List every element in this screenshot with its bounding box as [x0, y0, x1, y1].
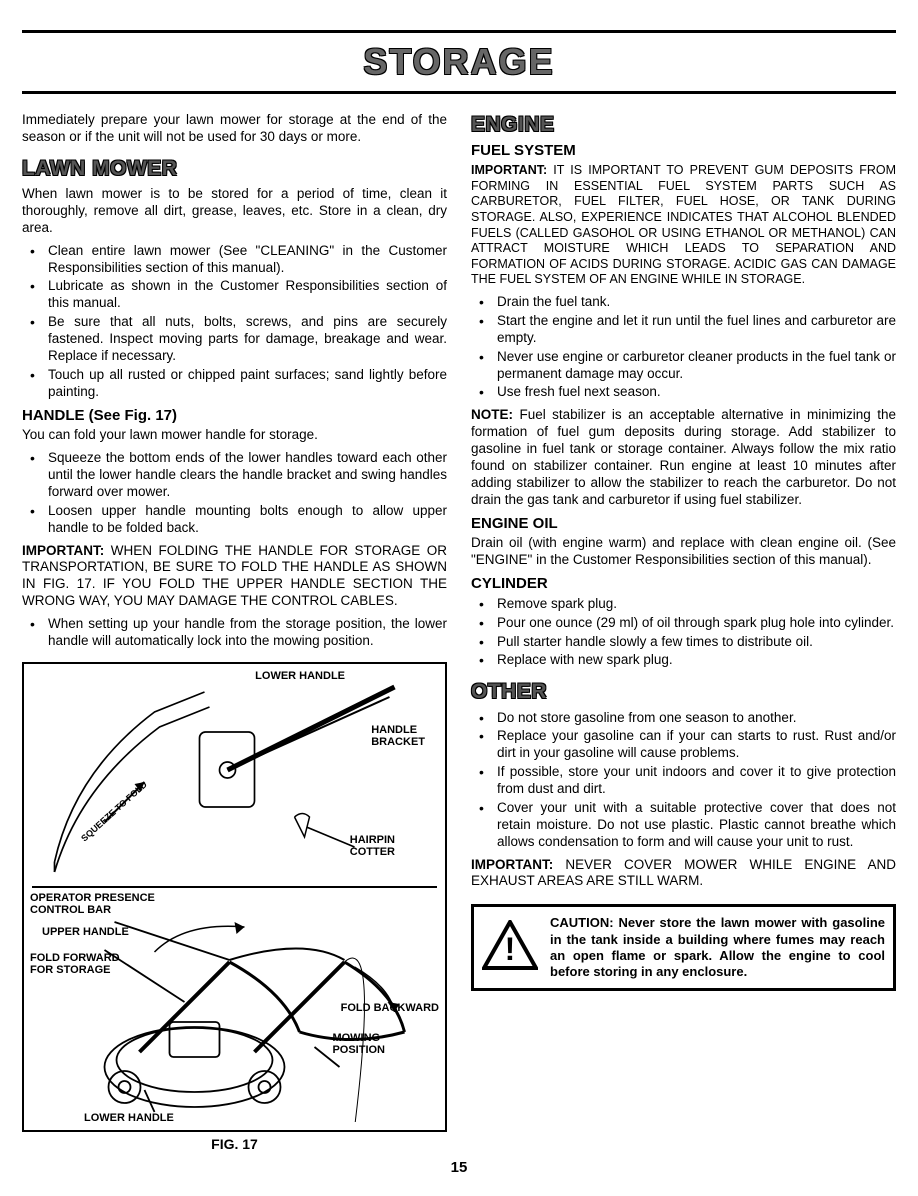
fig-lower-handle-bottom: LOWER HANDLE [84, 1112, 174, 1124]
handle-intro: You can fold your lawn mower handle for … [22, 427, 447, 444]
list-item: Pull starter handle slowly a few times t… [471, 634, 896, 651]
engine-oil-text: Drain oil (with engine warm) and replace… [471, 535, 896, 569]
cylinder-list: Remove spark plug. Pour one ounce (29 ml… [471, 596, 896, 670]
fig-handle-bracket: HANDLE BRACKET [371, 724, 425, 748]
fig-fold-forward: FOLD FORWARD FOR STORAGE [30, 952, 120, 976]
note-label: NOTE: [471, 407, 513, 422]
fig-mowing-position: MOWING POSITION [332, 1032, 385, 1056]
caution-label: CAUTION: [550, 915, 614, 930]
list-item: Clean entire lawn mower (See "CLEANING" … [22, 243, 447, 277]
fig-upper-handle: UPPER HANDLE [42, 926, 129, 938]
figure-caption: FIG. 17 [22, 1136, 447, 1154]
fig-hairpin-cotter: HAIRPIN COTTER [350, 834, 395, 858]
fig-fold-backward: FOLD BACKWARD [341, 1002, 439, 1014]
other-important: IMPORTANT: NEVER COVER MOWER WHILE ENGIN… [471, 857, 896, 891]
note-text: Fuel stabilizer is an acceptable alterna… [471, 407, 896, 506]
list-item: Remove spark plug. [471, 596, 896, 613]
list-item: Be sure that all nuts, bolts, screws, an… [22, 314, 447, 365]
list-item: Start the engine and let it run until th… [471, 313, 896, 347]
fuel-system-heading: FUEL SYSTEM [471, 142, 896, 161]
list-item: Pour one ounce (29 ml) of oil through sp… [471, 615, 896, 632]
lawn-mower-list: Clean entire lawn mower (See "CLEANING" … [22, 243, 447, 401]
important-label: IMPORTANT: [471, 857, 553, 872]
lawn-mower-intro: When lawn mower is to be stored for a pe… [22, 186, 447, 237]
caution-text-block: CAUTION: Never store the lawn mower with… [550, 915, 885, 980]
important-label: IMPORTANT: [22, 543, 104, 558]
engine-heading: ENGINE [471, 112, 896, 138]
right-column: ENGINE FUEL SYSTEM IMPORTANT: IT IS IMPO… [471, 112, 896, 1153]
page-number: 15 [22, 1159, 896, 1176]
list-item: Do not store gasoline from one season to… [471, 710, 896, 727]
list-item: Touch up all rusted or chipped paint sur… [22, 367, 447, 401]
list-item: Loosen upper handle mounting bolts enoug… [22, 503, 447, 537]
figure-17-box: SQUEEZE TO FOLD LOWER HANDLE HANDLE BRAC… [22, 662, 447, 1132]
page-title: STORAGE [22, 30, 896, 94]
engine-oil-heading: ENGINE OIL [471, 515, 896, 534]
fuel-list: Drain the fuel tank. Start the engine an… [471, 294, 896, 401]
list-item: Lubricate as shown in the Customer Respo… [22, 278, 447, 312]
fig-squeeze-label: SQUEEZE TO FOLD [79, 779, 149, 844]
handle-list: Squeeze the bottom ends of the lower han… [22, 450, 447, 536]
list-item: Cover your unit with a suitable protecti… [471, 800, 896, 851]
list-item: When setting up your handle from the sto… [22, 616, 447, 650]
list-item: If possible, store your unit indoors and… [471, 764, 896, 798]
fuel-important: IMPORTANT: IT IS IMPORTANT TO PREVENT GU… [471, 163, 896, 288]
intro-paragraph: Immediately prepare your lawn mower for … [22, 112, 447, 146]
list-item: Squeeze the bottom ends of the lower han… [22, 450, 447, 501]
other-list: Do not store gasoline from one season to… [471, 710, 896, 851]
list-item: Use fresh fuel next season. [471, 384, 896, 401]
other-heading: OTHER [471, 679, 896, 705]
important-label: IMPORTANT: [471, 163, 547, 177]
important-text: IT IS IMPORTANT TO PREVENT GUM DEPOSITS … [471, 163, 896, 286]
lawn-mower-heading: LAWN MOWER [22, 156, 447, 182]
list-item: Replace with new spark plug. [471, 652, 896, 669]
fig-lower-handle-top: LOWER HANDLE [255, 670, 345, 682]
left-column: Immediately prepare your lawn mower for … [22, 112, 447, 1153]
list-item: Replace your gasoline can if your can st… [471, 728, 896, 762]
svg-text:!: ! [505, 931, 516, 967]
list-item: Drain the fuel tank. [471, 294, 896, 311]
handle-heading: HANDLE (See Fig. 17) [22, 407, 447, 426]
handle-important: IMPORTANT: WHEN FOLDING THE HANDLE FOR S… [22, 543, 447, 611]
warning-triangle-icon: ! [482, 920, 538, 975]
list-item: Never use engine or carburetor cleaner p… [471, 349, 896, 383]
handle-setup-list: When setting up your handle from the sto… [22, 616, 447, 650]
caution-box: ! CAUTION: Never store the lawn mower wi… [471, 904, 896, 991]
content-columns: Immediately prepare your lawn mower for … [22, 112, 896, 1153]
fig-operator-presence: OPERATOR PRESENCE CONTROL BAR [30, 892, 155, 916]
fuel-note: NOTE: Fuel stabilizer is an acceptable a… [471, 407, 896, 508]
cylinder-heading: CYLINDER [471, 575, 896, 594]
